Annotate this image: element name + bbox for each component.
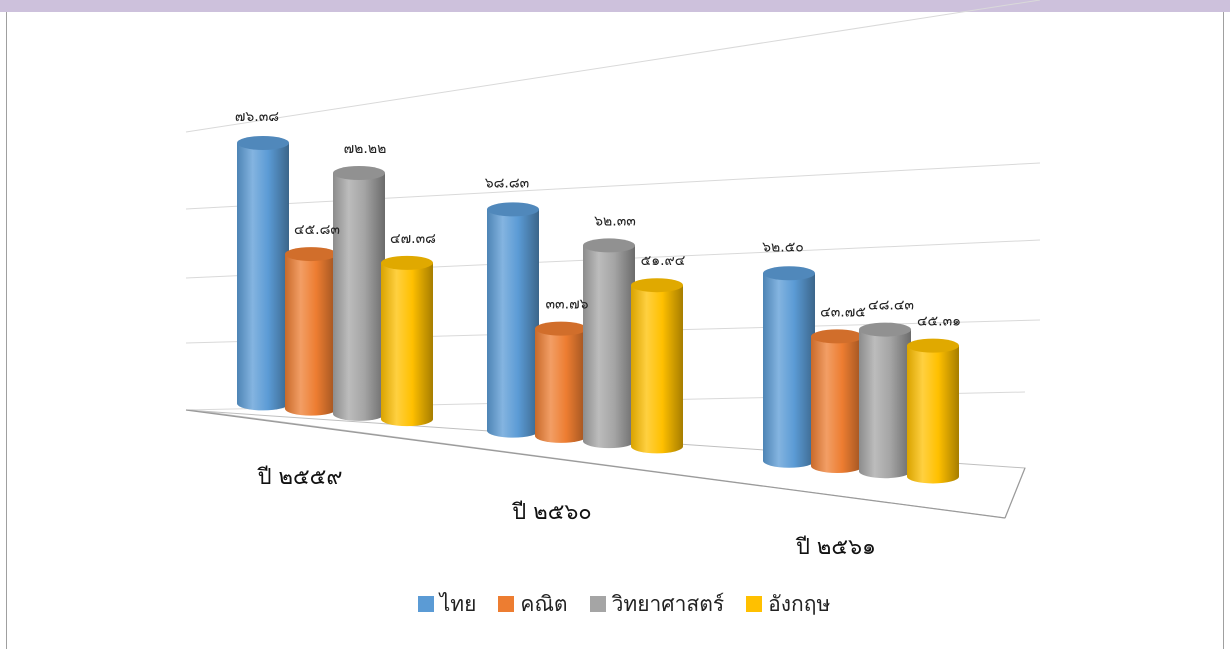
bar-top bbox=[763, 266, 815, 281]
bar-2-0 bbox=[333, 166, 385, 421]
bar-top bbox=[381, 255, 433, 270]
bar-body bbox=[535, 328, 587, 443]
value-label: ๔๕.๘๓ bbox=[294, 222, 340, 238]
bar-body bbox=[381, 262, 433, 427]
value-label: ๗๒.๒๒ bbox=[344, 141, 387, 157]
bar-top bbox=[859, 322, 911, 337]
bar-body bbox=[285, 254, 337, 416]
bar-top bbox=[907, 338, 959, 353]
legend-label-english: อังกฤษ bbox=[768, 591, 831, 616]
bar-body bbox=[631, 285, 683, 454]
top-accent-bar bbox=[0, 0, 1230, 12]
category-label: ปี ๒๕๖๑ bbox=[795, 535, 876, 560]
bar-1-0 bbox=[285, 247, 337, 416]
bar-body bbox=[763, 273, 815, 468]
bar-top bbox=[811, 329, 863, 344]
value-label: ๔๕.๓๑ bbox=[917, 314, 961, 330]
legend-label-thai: ไทย bbox=[439, 591, 477, 616]
value-label: ๔๗.๓๘ bbox=[390, 231, 436, 247]
bar-body bbox=[859, 329, 911, 479]
floor-right-edge bbox=[1004, 467, 1026, 519]
bar-body bbox=[487, 209, 539, 438]
bar-2-2 bbox=[859, 322, 911, 479]
bar-top bbox=[631, 278, 683, 293]
value-label: ๔๓.๗๕ bbox=[820, 304, 866, 320]
bar-1-1 bbox=[535, 321, 587, 443]
bar-body bbox=[811, 336, 863, 473]
value-label: ๔๘.๔๓ bbox=[868, 298, 914, 314]
legend-swatch-thai bbox=[417, 596, 434, 612]
gridline-3 bbox=[185, 162, 1041, 210]
category-label: ปี ๒๕๕๙ bbox=[256, 465, 342, 490]
legend-item-thai: ไทย bbox=[417, 588, 477, 621]
value-label: ๕๑.๙๔ bbox=[641, 253, 686, 269]
bar-1-2 bbox=[811, 329, 863, 473]
bar-top bbox=[333, 166, 385, 181]
chart-bars bbox=[237, 135, 959, 484]
bar-top bbox=[535, 321, 587, 336]
legend-swatch-math bbox=[498, 596, 515, 612]
bar-top bbox=[487, 202, 539, 217]
bar-top bbox=[285, 247, 337, 262]
legend-label-math: คณิต bbox=[520, 591, 568, 616]
bar-body bbox=[333, 173, 385, 421]
bar-body bbox=[907, 345, 959, 484]
bar-top bbox=[237, 135, 289, 150]
bar-2-1 bbox=[583, 238, 635, 449]
value-label: ๗๖.๓๘ bbox=[235, 109, 279, 125]
bar-3-1 bbox=[631, 278, 683, 454]
legend-item-english: อังกฤษ bbox=[746, 588, 830, 621]
chart-legend: ไทย คณิต วิทยาศาสตร์ อังกฤษ bbox=[388, 578, 860, 630]
category-label: ปี ๒๕๖๐ bbox=[511, 500, 592, 525]
value-label: ๖๘.๘๓ bbox=[485, 175, 530, 191]
bar-3-2 bbox=[907, 338, 959, 484]
floor-front-edge bbox=[185, 409, 1006, 519]
legend-swatch-science bbox=[589, 596, 606, 612]
legend-swatch-english bbox=[746, 596, 763, 612]
bar-top bbox=[583, 238, 635, 253]
value-label: ๖๒.๕๐ bbox=[762, 239, 804, 255]
bar-0-2 bbox=[763, 266, 815, 468]
bar-0-1 bbox=[487, 202, 539, 438]
legend-label-science: วิทยาศาสตร์ bbox=[611, 591, 725, 616]
value-label: ๖๒.๓๓ bbox=[594, 213, 636, 229]
gridline-4 bbox=[185, 0, 1041, 133]
bar-0-0 bbox=[237, 135, 289, 411]
value-label: ๓๓.๗๖ bbox=[545, 297, 588, 313]
legend-item-science: วิทยาศาสตร์ bbox=[589, 588, 725, 621]
bar-body bbox=[583, 245, 635, 449]
chart-floor bbox=[185, 409, 1026, 519]
bar-3-0 bbox=[381, 255, 433, 427]
bar-body bbox=[237, 142, 289, 411]
legend-item-math: คณิต bbox=[498, 588, 568, 621]
